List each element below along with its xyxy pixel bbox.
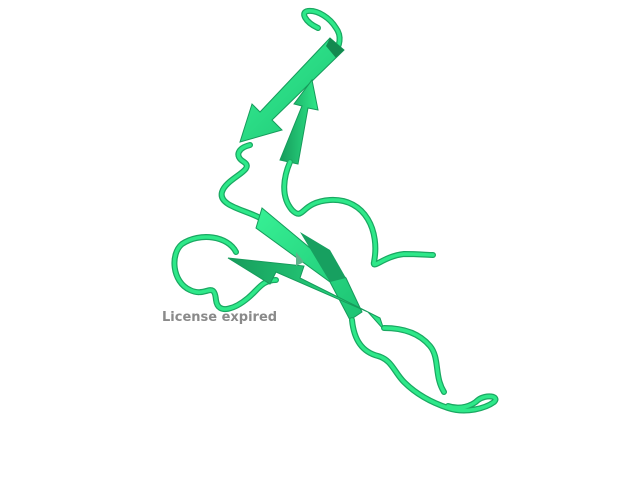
beta-strand-top-left: [239, 37, 345, 143]
beta-strand-top-right: [279, 78, 319, 165]
